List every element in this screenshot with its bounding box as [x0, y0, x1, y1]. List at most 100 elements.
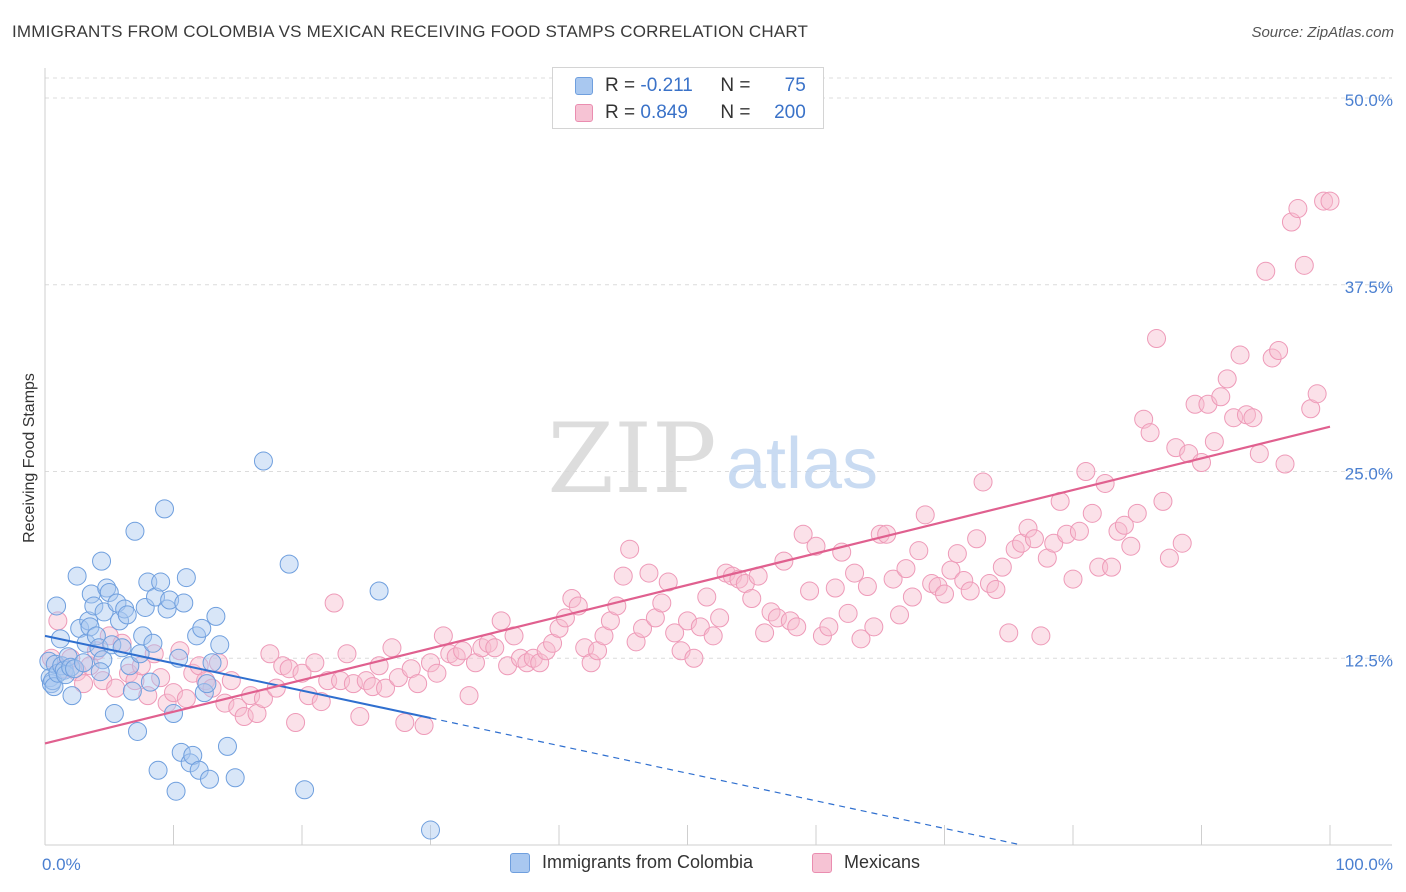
- point-colombia: [110, 611, 130, 631]
- y-tick-label: 12.5%: [1345, 651, 1393, 670]
- point-mexicans: [1166, 438, 1186, 458]
- point-mexicans: [427, 663, 447, 683]
- point-colombia: [122, 681, 142, 701]
- point-colombia: [148, 760, 168, 780]
- point-mexicans: [1063, 569, 1083, 589]
- point-mexicans: [967, 529, 987, 549]
- point-colombia: [62, 686, 82, 706]
- point-mexicans: [1159, 548, 1179, 568]
- point-colombia: [67, 566, 87, 586]
- point-colombia: [117, 605, 137, 625]
- point-colombia: [99, 583, 119, 603]
- point-mexicans: [845, 563, 865, 583]
- point-mexicans: [549, 618, 569, 638]
- point-colombia: [86, 626, 106, 646]
- point-mexicans: [678, 611, 697, 631]
- point-mexicans: [1024, 529, 1044, 549]
- point-mexicans: [658, 572, 678, 592]
- point-colombia: [90, 662, 110, 682]
- point-mexicans: [1082, 503, 1102, 523]
- point-colombia: [202, 653, 222, 673]
- legend-r-value: 0.849: [640, 102, 688, 123]
- point-mexicans: [337, 644, 357, 664]
- point-mexicans: [613, 566, 633, 586]
- trendline-mexicans: [44, 425, 1331, 745]
- point-mexicans: [164, 683, 183, 703]
- point-mexicans: [986, 580, 1006, 600]
- point-mexicans: [819, 617, 839, 637]
- point-mexicans: [1076, 462, 1096, 481]
- point-mexicans: [106, 678, 126, 698]
- point-mexicans: [890, 605, 910, 625]
- legend-n-label: N =: [720, 102, 751, 123]
- point-mexicans: [74, 674, 94, 694]
- legend-n-value: 200: [774, 102, 806, 123]
- point-colombia: [151, 572, 171, 592]
- point-mexicans: [928, 577, 948, 597]
- point-mexicans: [1127, 503, 1147, 523]
- point-mexicans: [530, 653, 550, 673]
- point-mexicans: [935, 584, 954, 604]
- x-tick-label: 100.0%: [1335, 855, 1393, 874]
- point-mexicans: [883, 569, 903, 589]
- point-mexicans: [909, 541, 929, 561]
- point-mexicans: [1057, 524, 1077, 544]
- series-mexicans: [41, 191, 1340, 735]
- point-colombia: [155, 499, 175, 519]
- point-colombia: [174, 593, 194, 613]
- point-mexicans: [825, 578, 845, 598]
- point-colombia: [225, 768, 245, 788]
- point-colombia: [79, 611, 99, 631]
- point-colombia: [199, 769, 219, 789]
- point-mexicans: [1121, 536, 1141, 556]
- point-mexicans: [234, 707, 254, 727]
- point-mexicans: [1249, 444, 1269, 464]
- point-mexicans: [1147, 329, 1167, 349]
- legend-label-mexicans: Mexicans: [844, 852, 921, 872]
- chart-title: IMMIGRANTS FROM COLOMBIA VS MEXICAN RECE…: [12, 22, 809, 41]
- point-colombia: [217, 736, 237, 756]
- point-colombia: [47, 596, 67, 616]
- point-mexicans: [896, 559, 916, 579]
- y-tick-label: 25.0%: [1345, 465, 1393, 484]
- point-colombia: [92, 551, 112, 571]
- point-mexicans: [1114, 515, 1134, 535]
- point-mexicans: [607, 596, 627, 616]
- legend-swatch-mexicans: [575, 104, 593, 122]
- series-colombia: [39, 451, 440, 840]
- point-mexicans: [459, 686, 479, 706]
- point-mexicans: [324, 593, 344, 613]
- point-mexicans: [421, 653, 440, 673]
- tick-labels: 12.5% 25.0% 37.5% 50.0% 0.0% 100.0%: [42, 91, 1393, 874]
- point-colombia: [128, 721, 148, 741]
- point-mexicans: [1243, 408, 1263, 428]
- point-colombia: [279, 554, 299, 574]
- point-mexicans: [800, 581, 820, 601]
- x-tick-label: 0.0%: [42, 855, 81, 874]
- point-mexicans: [806, 536, 826, 556]
- point-colombia: [192, 618, 212, 638]
- point-mexicans: [755, 623, 775, 643]
- point-mexicans: [787, 617, 807, 637]
- point-colombia: [197, 674, 217, 694]
- legend-r-value: -0.211: [640, 75, 693, 96]
- point-mexicans: [999, 623, 1019, 643]
- point-mexicans: [857, 577, 877, 597]
- point-colombia: [143, 633, 163, 653]
- legend-item-mexicans: Mexicans: [812, 852, 920, 873]
- point-mexicans: [491, 611, 511, 631]
- axes: [44, 68, 1392, 846]
- y-tick-label: 50.0%: [1345, 91, 1393, 110]
- point-colombia: [421, 820, 440, 840]
- y-axis-label: Receiving Food Stamps: [21, 373, 38, 543]
- point-mexicans: [453, 641, 473, 661]
- watermark-zip: ZIP: [547, 403, 716, 515]
- point-mexicans: [1102, 557, 1122, 577]
- point-colombia: [166, 781, 186, 801]
- legend-swatch-colombia: [510, 852, 530, 873]
- point-mexicans: [1288, 199, 1308, 219]
- point-mexicans: [838, 603, 858, 623]
- point-mexicans: [1269, 340, 1289, 360]
- legend-n-label: N =: [720, 75, 751, 96]
- point-mexicans: [151, 668, 171, 688]
